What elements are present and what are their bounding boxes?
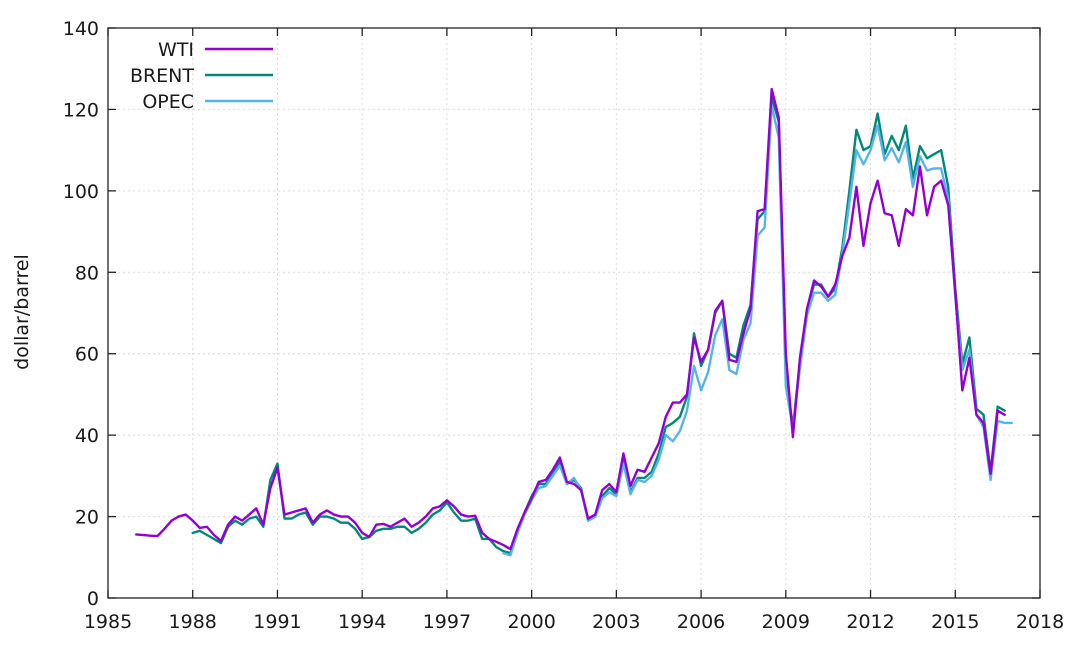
plot-area-frame — [107, 27, 1041, 599]
y-tick-label: 140 — [63, 18, 99, 40]
x-tick-label: 1991 — [253, 611, 301, 633]
x-tick-label: 2012 — [846, 611, 894, 633]
y-axis-title: dollar/barrel — [11, 254, 33, 370]
x-tick-label: 1997 — [423, 611, 471, 633]
axis-ticks — [107, 27, 1041, 599]
y-tick-label: 80 — [75, 262, 99, 284]
series-line-brent — [191, 96, 1006, 555]
y-tick-label: 100 — [63, 181, 99, 203]
x-tick-label: 1985 — [84, 611, 132, 633]
y-axis-tick-labels: 0 20 40 60 80 100 120 140 — [63, 18, 99, 610]
x-tick-label: 1988 — [169, 611, 217, 633]
y-tick-label: 60 — [75, 344, 99, 366]
y-tick-label: 20 — [75, 507, 99, 529]
x-axis-tick-labels: 1985 1988 1991 1994 1997 2000 2003 2006 2009 2012… — [84, 611, 1064, 633]
x-tick-label: 2018 — [1016, 611, 1064, 633]
legend: WTI BRENT OPEC — [130, 39, 273, 113]
x-tick-label: 1994 — [338, 611, 386, 633]
y-tick-label: 40 — [75, 425, 99, 447]
series-lines — [135, 87, 1013, 557]
x-tick-label: 2006 — [677, 611, 725, 633]
legend-label-wti: WTI — [158, 39, 194, 61]
legend-label-opec: OPEC — [142, 91, 194, 113]
x-tick-label: 2015 — [931, 611, 979, 633]
x-tick-label: 2009 — [762, 611, 810, 633]
y-tick-label: 0 — [87, 588, 99, 610]
y-tick-label: 120 — [63, 99, 99, 121]
legend-label-brent: BRENT — [130, 65, 194, 87]
x-tick-label: 2000 — [507, 611, 555, 633]
x-tick-label: 2003 — [592, 611, 640, 633]
gridlines — [108, 28, 1040, 598]
series-line-opec — [502, 104, 1013, 557]
series-line-wti — [135, 87, 1006, 551]
